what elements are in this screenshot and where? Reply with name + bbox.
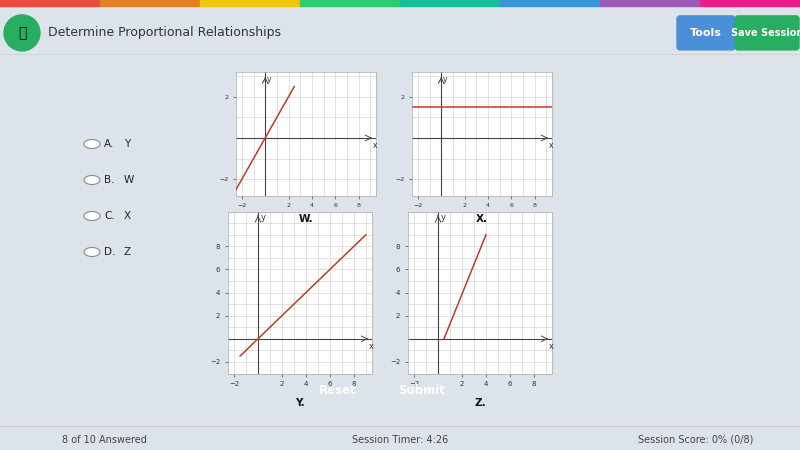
Text: x: x bbox=[549, 141, 554, 150]
Text: y: y bbox=[440, 213, 446, 222]
Text: Z: Z bbox=[124, 247, 131, 257]
Circle shape bbox=[4, 15, 40, 51]
Text: x: x bbox=[549, 342, 554, 351]
Text: y: y bbox=[267, 75, 271, 84]
Text: W: W bbox=[124, 175, 134, 185]
Text: Determine Proportional Relationships: Determine Proportional Relationships bbox=[48, 27, 281, 40]
Text: D.: D. bbox=[104, 247, 115, 257]
Text: y: y bbox=[260, 213, 266, 222]
Text: Y: Y bbox=[124, 139, 130, 149]
Text: Reset: Reset bbox=[319, 384, 357, 397]
Text: W.: W. bbox=[298, 214, 314, 224]
Text: Z.: Z. bbox=[474, 398, 486, 408]
Text: x: x bbox=[373, 141, 378, 150]
Text: Submit: Submit bbox=[398, 384, 446, 397]
Text: x: x bbox=[369, 342, 374, 351]
Text: Save Session: Save Session bbox=[731, 28, 800, 38]
Text: Session Score: 0% (0/8): Session Score: 0% (0/8) bbox=[638, 435, 754, 445]
Text: 🌴: 🌴 bbox=[18, 26, 26, 40]
Text: B.: B. bbox=[104, 175, 114, 185]
Text: X.: X. bbox=[476, 214, 488, 224]
Text: X: X bbox=[124, 211, 131, 221]
Text: 8 of 10 Answered: 8 of 10 Answered bbox=[62, 435, 146, 445]
FancyBboxPatch shape bbox=[677, 16, 735, 50]
Text: A.: A. bbox=[104, 139, 114, 149]
Text: Tools: Tools bbox=[690, 28, 722, 38]
FancyBboxPatch shape bbox=[735, 16, 799, 50]
Text: C.: C. bbox=[104, 211, 114, 221]
Text: y: y bbox=[443, 75, 447, 84]
Text: Session Timer: 4:26: Session Timer: 4:26 bbox=[352, 435, 448, 445]
Text: Y.: Y. bbox=[295, 398, 305, 408]
